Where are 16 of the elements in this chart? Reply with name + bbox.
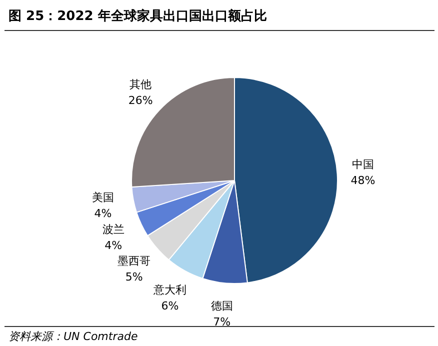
data-label: 5% bbox=[125, 270, 143, 284]
slice-label: 中国 bbox=[352, 158, 374, 171]
data-label: 4% bbox=[104, 239, 122, 252]
data-label: 48% bbox=[350, 174, 376, 187]
data-label: 6% bbox=[161, 299, 179, 312]
slice-label: 意大利 bbox=[152, 283, 186, 296]
slice-label: 德国 bbox=[210, 299, 233, 312]
slice-label: 其他 bbox=[130, 78, 152, 91]
slice-label: 美国 bbox=[92, 191, 114, 204]
data-label: 26% bbox=[128, 94, 153, 107]
text: 资料来源：UN Comtrade bbox=[8, 330, 138, 343]
data-label: 7% bbox=[213, 315, 231, 328]
slice-label: 波兰 bbox=[102, 223, 124, 236]
data-label: 4% bbox=[94, 207, 112, 220]
chart-title: 图 25：2022 年全球家具出口国出口额占比 bbox=[8, 8, 267, 24]
slice-label: 墨西哥 bbox=[118, 254, 151, 268]
